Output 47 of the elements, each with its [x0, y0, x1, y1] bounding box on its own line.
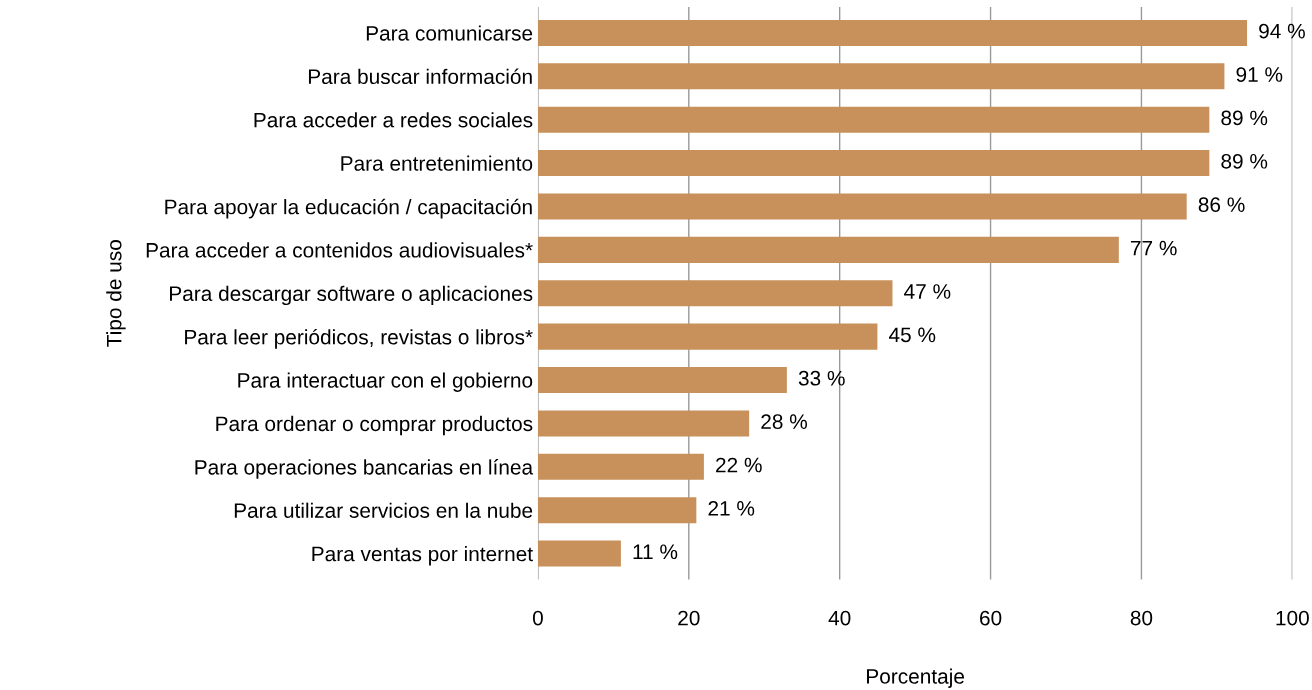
data-label: 89 % [1221, 110, 1268, 126]
y-tick-label: Para descargar software o aplicaciones [170, 285, 533, 306]
x-tick-label: 60 [980, 610, 1002, 626]
y-tick-label: Para entretenimiento [341, 155, 533, 171]
bar [537, 367, 787, 394]
data-label: 91 % [1236, 67, 1283, 82]
x-axis-title: Porcentaje [867, 668, 964, 688]
data-label: 22 % [716, 457, 762, 473]
bar [537, 236, 1119, 263]
x-tick-label: 40 [828, 610, 851, 626]
bar [537, 453, 704, 480]
bar [537, 323, 878, 350]
y-tick-label: Para utilizar servicios en la nube [234, 502, 533, 518]
bar [537, 63, 1225, 90]
data-label: 47 % [904, 284, 951, 299]
y-tick-label: Para comunicarse [366, 25, 533, 41]
bar [537, 410, 750, 437]
x-tick-label: 20 [678, 610, 700, 626]
y-tick-label: Para leer periódicos, revistas o libros* [185, 328, 533, 349]
bar [537, 193, 1187, 220]
bar [537, 19, 1248, 46]
y-tick-label: Para buscar información [308, 68, 532, 85]
x-tick-label: 80 [1130, 610, 1153, 626]
x-tick-label: 100 [1276, 610, 1309, 626]
y-tick-label: Para acceder a redes sociales [254, 112, 533, 128]
y-tick-label: Para apoyar la educación / capacitación [165, 198, 532, 219]
bar [537, 106, 1210, 133]
y-tick-label: Para operaciones bancarias en línea [195, 459, 534, 479]
data-label: 77 % [1130, 240, 1177, 256]
data-label: 28 % [761, 414, 808, 429]
data-label: 21 % [708, 501, 755, 516]
bar [537, 150, 1210, 177]
y-tick-label: Para interactuar con el gobierno [238, 372, 533, 392]
y-tick-label: Para ventas por internet [312, 546, 533, 566]
y-axis-title: Tipo de uso [106, 240, 126, 347]
bar [537, 540, 621, 567]
y-tick-label: Para ordenar o comprar productos [216, 415, 533, 436]
data-label: 45 % [888, 327, 936, 343]
data-label: 33 % [798, 370, 845, 386]
data-label: 94 % [1259, 23, 1305, 39]
x-tick-label: 0 [532, 610, 543, 626]
data-label: 11 % [633, 544, 678, 560]
data-label: 89 % [1221, 153, 1268, 169]
data-label: 86 % [1198, 197, 1245, 213]
bar [537, 280, 893, 307]
bar [537, 497, 697, 524]
y-tick-label: Para acceder a contenidos audiovisuales* [146, 242, 533, 258]
